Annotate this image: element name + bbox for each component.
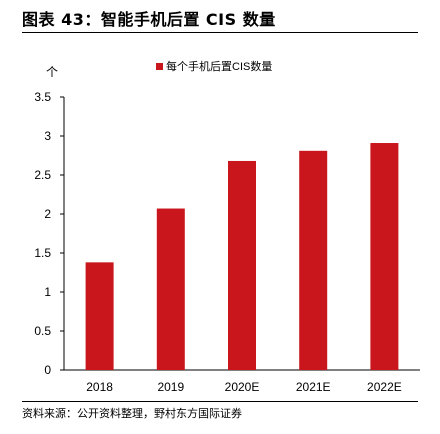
y-tick-label: 1 (44, 285, 51, 299)
y-tick-label: 2 (44, 207, 51, 221)
y-tick-label: 2.5 (34, 168, 51, 182)
y-tick-label: 0 (44, 363, 51, 377)
x-tick-label: 2018 (86, 380, 113, 394)
legend: 每个手机后置CIS数量 (156, 59, 272, 73)
legend-swatch (156, 63, 163, 70)
x-tick-labels: 2018 2019 2020E 2021E 2022E (86, 380, 402, 394)
bar-2018 (85, 262, 114, 370)
x-tick-label: 2019 (157, 380, 184, 394)
y-tick-label: 0.5 (34, 324, 51, 338)
source-rule (22, 401, 418, 402)
y-tick-label: 3.5 (34, 90, 51, 104)
title-rule (22, 32, 418, 33)
y-tick-label: 1.5 (34, 246, 51, 260)
x-tick-label: 2020E (225, 380, 260, 394)
y-ticks: 0 0.5 1 1.5 2 2.5 3 3.5 (34, 90, 64, 377)
figure-title: 图表 43：智能手机后置 CIS 数量 (22, 10, 276, 29)
legend-label: 每个手机后置CIS数量 (166, 59, 272, 73)
bar-2022E (370, 143, 399, 370)
figure-source: 资料来源：公开资料整理，野村东方国际证券 (22, 407, 242, 420)
bar-2020E (228, 160, 256, 370)
y-tick-label: 3 (44, 129, 51, 143)
bars (85, 143, 399, 370)
bar-2019 (156, 208, 185, 370)
x-tick-label: 2022E (367, 380, 402, 394)
y-axis-label: 个 (46, 65, 58, 79)
bar-2021E (299, 150, 328, 370)
x-tick-label: 2021E (296, 380, 331, 394)
